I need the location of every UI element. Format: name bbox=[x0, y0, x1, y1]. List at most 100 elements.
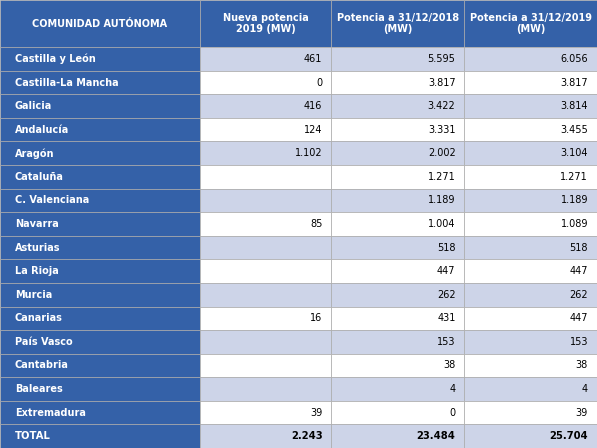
Text: 39: 39 bbox=[310, 408, 322, 418]
Text: 262: 262 bbox=[437, 290, 456, 300]
Text: 6.056: 6.056 bbox=[561, 54, 588, 64]
Bar bbox=[331, 424, 464, 448]
Text: Potencia a 31/12/2019
(MW): Potencia a 31/12/2019 (MW) bbox=[470, 13, 592, 34]
Text: 38: 38 bbox=[443, 361, 456, 370]
Text: 3.817: 3.817 bbox=[561, 78, 588, 87]
Text: Asturias: Asturias bbox=[15, 242, 60, 253]
Bar bbox=[464, 71, 597, 95]
Bar bbox=[464, 353, 597, 377]
Bar bbox=[200, 377, 331, 401]
Bar bbox=[464, 330, 597, 353]
Bar bbox=[331, 306, 464, 330]
Text: TOTAL: TOTAL bbox=[15, 431, 51, 441]
Bar bbox=[331, 283, 464, 306]
Bar bbox=[464, 212, 597, 236]
Text: Galicia: Galicia bbox=[15, 101, 52, 111]
Bar bbox=[464, 306, 597, 330]
Bar bbox=[0, 165, 200, 189]
Bar bbox=[331, 353, 464, 377]
Bar bbox=[0, 212, 200, 236]
Bar bbox=[200, 401, 331, 424]
Bar bbox=[331, 71, 464, 95]
Bar bbox=[464, 189, 597, 212]
Bar bbox=[464, 259, 597, 283]
Bar bbox=[464, 0, 597, 47]
Bar bbox=[200, 71, 331, 95]
Bar bbox=[200, 189, 331, 212]
Text: 153: 153 bbox=[570, 337, 588, 347]
Text: Cataluña: Cataluña bbox=[15, 172, 64, 182]
Bar bbox=[0, 330, 200, 353]
Bar bbox=[0, 236, 200, 259]
Text: 16: 16 bbox=[310, 313, 322, 323]
Bar bbox=[331, 377, 464, 401]
Bar bbox=[0, 401, 200, 424]
Text: Navarra: Navarra bbox=[15, 219, 59, 229]
Text: Castilla y León: Castilla y León bbox=[15, 54, 96, 64]
Bar bbox=[464, 401, 597, 424]
Text: 1.271: 1.271 bbox=[561, 172, 588, 182]
Bar bbox=[0, 306, 200, 330]
Text: Andalucía: Andalucía bbox=[15, 125, 69, 135]
Text: Cantabria: Cantabria bbox=[15, 361, 69, 370]
Text: La Rioja: La Rioja bbox=[15, 266, 59, 276]
Text: 85: 85 bbox=[310, 219, 322, 229]
Bar bbox=[331, 212, 464, 236]
Text: Canarias: Canarias bbox=[15, 313, 63, 323]
Bar bbox=[200, 353, 331, 377]
Text: 3.331: 3.331 bbox=[428, 125, 456, 135]
Bar bbox=[0, 0, 200, 47]
Text: Nueva potencia
2019 (MW): Nueva potencia 2019 (MW) bbox=[223, 13, 309, 34]
Text: 518: 518 bbox=[437, 242, 456, 253]
Text: 2.002: 2.002 bbox=[428, 148, 456, 158]
Bar bbox=[331, 259, 464, 283]
Bar bbox=[464, 165, 597, 189]
Bar bbox=[464, 377, 597, 401]
Bar bbox=[464, 142, 597, 165]
Bar bbox=[331, 236, 464, 259]
Text: 3.814: 3.814 bbox=[561, 101, 588, 111]
Bar bbox=[331, 189, 464, 212]
Text: 1.102: 1.102 bbox=[295, 148, 322, 158]
Text: 1.271: 1.271 bbox=[428, 172, 456, 182]
Text: Murcia: Murcia bbox=[15, 290, 52, 300]
Text: 416: 416 bbox=[304, 101, 322, 111]
Bar bbox=[200, 95, 331, 118]
Bar bbox=[200, 142, 331, 165]
Text: 447: 447 bbox=[437, 266, 456, 276]
Bar bbox=[464, 47, 597, 71]
Bar bbox=[200, 330, 331, 353]
Bar bbox=[331, 47, 464, 71]
Text: 39: 39 bbox=[576, 408, 588, 418]
Bar bbox=[331, 330, 464, 353]
Bar bbox=[0, 377, 200, 401]
Text: 447: 447 bbox=[570, 266, 588, 276]
Text: 1.189: 1.189 bbox=[428, 195, 456, 206]
Bar bbox=[0, 259, 200, 283]
Text: 1.004: 1.004 bbox=[428, 219, 456, 229]
Bar bbox=[464, 424, 597, 448]
Text: 3.422: 3.422 bbox=[428, 101, 456, 111]
Bar bbox=[464, 118, 597, 142]
Bar bbox=[0, 95, 200, 118]
Bar bbox=[331, 95, 464, 118]
Bar bbox=[0, 424, 200, 448]
Bar bbox=[200, 118, 331, 142]
Text: 262: 262 bbox=[570, 290, 588, 300]
Text: 3.817: 3.817 bbox=[428, 78, 456, 87]
Text: 38: 38 bbox=[576, 361, 588, 370]
Bar bbox=[0, 47, 200, 71]
Text: 1.189: 1.189 bbox=[561, 195, 588, 206]
Text: C. Valenciana: C. Valenciana bbox=[15, 195, 89, 206]
Text: 5.595: 5.595 bbox=[427, 54, 456, 64]
Bar bbox=[0, 118, 200, 142]
Text: 2.243: 2.243 bbox=[291, 431, 322, 441]
Text: 25.704: 25.704 bbox=[549, 431, 588, 441]
Bar bbox=[200, 47, 331, 71]
Text: 124: 124 bbox=[304, 125, 322, 135]
Text: 3.455: 3.455 bbox=[561, 125, 588, 135]
Text: 1.089: 1.089 bbox=[561, 219, 588, 229]
Bar bbox=[200, 212, 331, 236]
Text: 153: 153 bbox=[437, 337, 456, 347]
Bar bbox=[331, 401, 464, 424]
